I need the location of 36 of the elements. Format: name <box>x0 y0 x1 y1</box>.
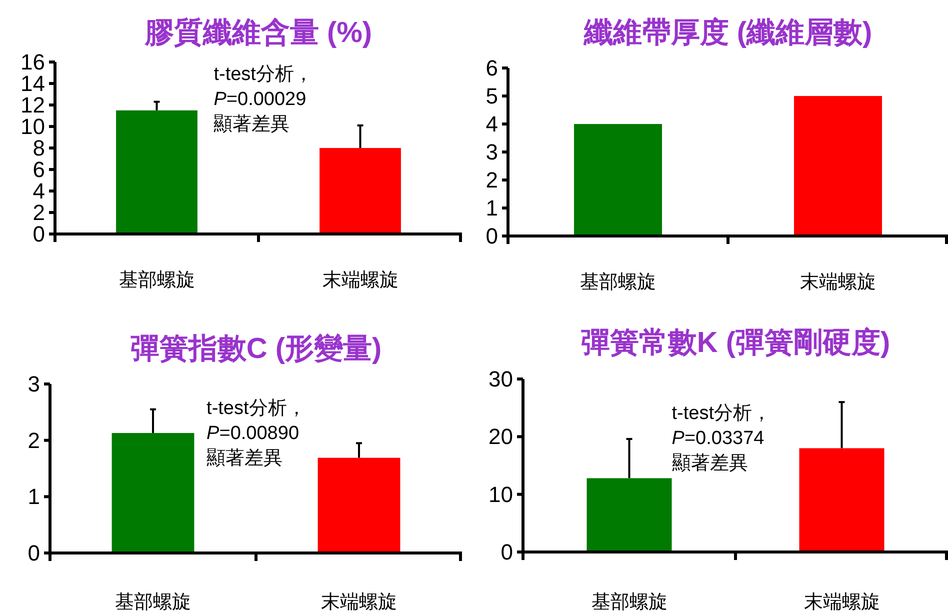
x-tick-label: 基部螺旋 <box>580 271 656 293</box>
y-tick-label: 4 <box>486 112 498 136</box>
y-tick-label: 1 <box>28 484 40 510</box>
y-tick-label: 10 <box>488 482 513 507</box>
y-tick-label: 3 <box>28 372 40 396</box>
chart-title: 彈簧常數K (彈簧剛硬度) <box>580 326 890 359</box>
annotation: 顯著差異 <box>206 448 283 469</box>
y-tick-label: 20 <box>488 424 513 450</box>
annotation: 顯著差異 <box>672 453 748 474</box>
x-tick-label: 末端螺旋 <box>800 272 876 293</box>
y-tick-label: 2 <box>28 428 40 453</box>
x-tick-label: 基部螺旋 <box>591 591 668 613</box>
y-tick-label: 2 <box>486 168 498 192</box>
chart-title: 纖維帶厚度 (纖維層數) <box>582 16 872 49</box>
y-tick-label: 6 <box>486 56 498 80</box>
chart-title: 彈簧指數C (形變量) <box>130 333 382 365</box>
y-tick-label: 3 <box>486 140 498 164</box>
y-tick-label: 5 <box>486 84 498 108</box>
annotation: t-test分析， <box>672 403 771 424</box>
x-tick-label: 基部螺旋 <box>118 269 195 291</box>
annotation: t-test分析， <box>214 64 313 85</box>
x-tick-label: 末端螺旋 <box>804 592 880 613</box>
annotation: P=0.00890 <box>206 423 300 444</box>
y-tick-label: 0 <box>28 540 40 566</box>
chart-title: 膠質纖維含量 (%) <box>144 16 372 49</box>
annotation: P=0.03374 <box>672 428 765 449</box>
annotation: t-test分析， <box>206 398 306 419</box>
y-tick-label: 0 <box>500 540 513 564</box>
y-tick-label: 30 <box>488 366 513 392</box>
y-tick-label: 1 <box>486 196 498 220</box>
annotation: P=0.00029 <box>214 89 306 110</box>
x-tick-label: 末端螺旋 <box>321 592 397 613</box>
y-tick-label: 0 <box>486 224 498 248</box>
x-tick-label: 基部螺旋 <box>115 591 191 613</box>
annotation: 顯著差異 <box>214 114 290 135</box>
x-tick-label: 末端螺旋 <box>322 270 398 291</box>
